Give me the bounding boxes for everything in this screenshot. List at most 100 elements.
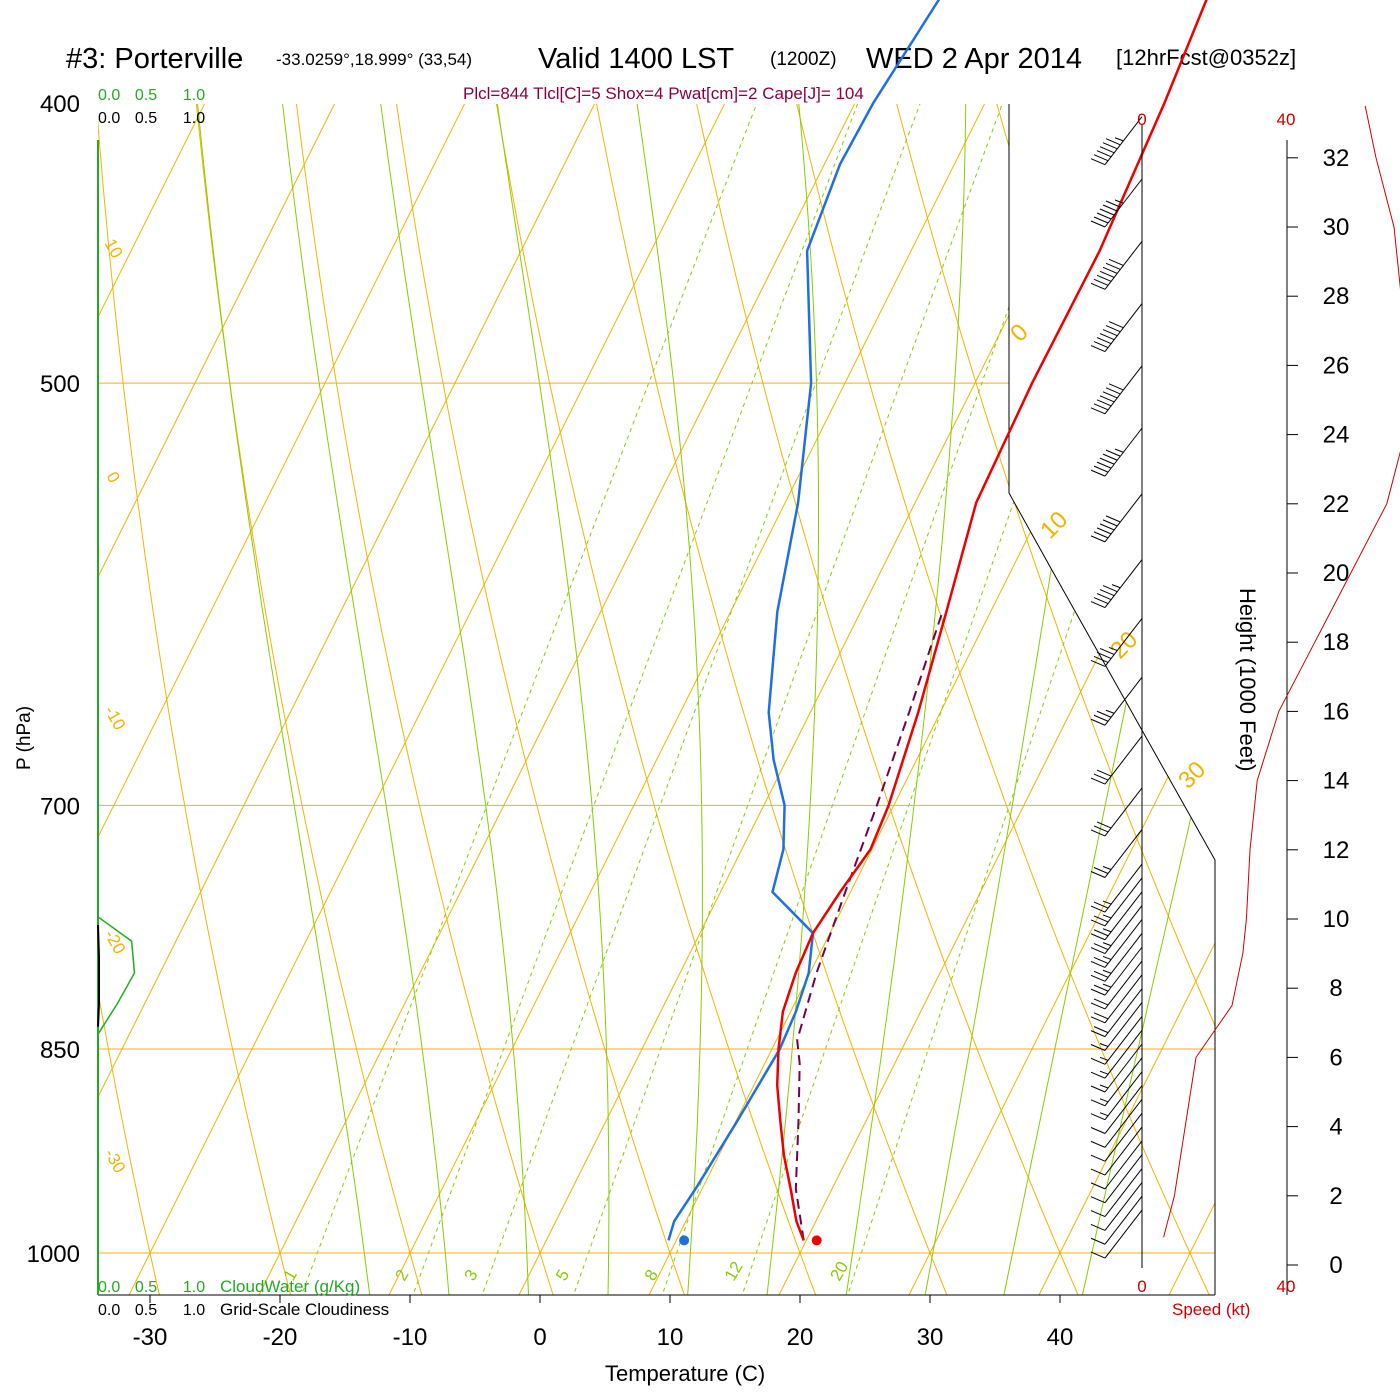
barb-staff xyxy=(1104,829,1143,878)
height-tick: 24 xyxy=(1323,422,1350,449)
barb-half-flag xyxy=(1102,969,1112,974)
mixing-ratio-line-5 xyxy=(566,104,1004,1295)
wind-barb xyxy=(1090,1209,1143,1259)
barb-half-flag xyxy=(1108,646,1118,651)
temperature-tick: 20 xyxy=(787,1324,814,1351)
barb-flag xyxy=(1093,341,1109,349)
moist-adiabat--4 xyxy=(234,104,452,1295)
wind-speed-profile xyxy=(1163,105,1400,1238)
barb-staff xyxy=(1104,1043,1143,1093)
mixing-ratio-line-20 xyxy=(840,104,1215,1295)
barb-staff xyxy=(1104,919,1143,968)
temperature-tick: -30 xyxy=(133,1324,168,1351)
barb-flag xyxy=(1096,527,1112,535)
barb-flag xyxy=(1090,1002,1106,1010)
barb-flag xyxy=(1093,998,1109,1006)
wind-barb xyxy=(1090,1099,1143,1148)
parcel-line xyxy=(794,611,944,1241)
barb-flag xyxy=(1108,321,1124,329)
barb-half-flag xyxy=(1099,1098,1109,1103)
barb-flag xyxy=(1093,403,1109,411)
dry-adiabat-60 xyxy=(763,104,1215,1295)
barb-flag xyxy=(1090,1223,1106,1231)
barb-flag xyxy=(1090,960,1106,968)
wind-barb xyxy=(1090,1168,1143,1218)
mixing-ratio-label: 5 xyxy=(552,1266,573,1284)
wind-barb xyxy=(1090,960,1143,1010)
barb-staff xyxy=(1104,1085,1143,1134)
isotherm--60 xyxy=(98,104,335,1295)
isotherm--50 xyxy=(98,104,465,1295)
cloud-tick: 1.0 xyxy=(183,87,205,104)
barb-staff xyxy=(1104,178,1143,228)
barb-half-flag xyxy=(1099,1043,1109,1047)
barb-flag xyxy=(1102,585,1118,593)
wind-barb xyxy=(1090,1154,1143,1204)
height-tick: 30 xyxy=(1323,214,1350,241)
wind-barb xyxy=(1090,365,1143,415)
wind-barb xyxy=(1090,919,1143,968)
barb-staff xyxy=(1104,1209,1143,1259)
cloud-tick: 1.0 xyxy=(183,1302,205,1319)
wind-barb xyxy=(1090,178,1143,228)
barb-staff xyxy=(1104,960,1143,1010)
barb-flag xyxy=(1090,1196,1106,1204)
wind-barb xyxy=(1090,1195,1143,1245)
barb-flag xyxy=(1093,867,1109,874)
barb-flag xyxy=(1099,647,1115,655)
temperature-tick: -10 xyxy=(393,1324,428,1351)
barb-flag xyxy=(1093,929,1109,937)
pressure-tick-labels: 2503004005007008501000 xyxy=(27,91,80,1268)
barb-staff xyxy=(1104,1195,1143,1245)
moist-adiabat-44 xyxy=(1074,104,1215,1295)
barb-flag xyxy=(1090,974,1106,982)
barb-flag xyxy=(1102,266,1118,274)
barb-flag xyxy=(1093,465,1109,473)
wind-barb xyxy=(1090,1182,1143,1231)
wind-barb xyxy=(1090,932,1143,982)
barb-flag xyxy=(1090,158,1106,166)
barb-staff xyxy=(1104,1057,1143,1107)
barb-flag xyxy=(1093,655,1109,663)
height-tick: 14 xyxy=(1323,768,1350,795)
pressure-tick: 700 xyxy=(40,793,80,820)
barb-flag xyxy=(1105,262,1121,270)
dry-adiabat-90 xyxy=(1022,104,1215,1295)
temperature-tick: 30 xyxy=(917,1324,944,1351)
dry-adiabat-label: 10 xyxy=(1035,506,1073,544)
barb-flag xyxy=(1096,821,1112,829)
barb-flag xyxy=(1090,1113,1106,1121)
barb-flag xyxy=(1090,1140,1106,1148)
wind-barb xyxy=(1090,116,1143,166)
wind-barb xyxy=(1090,946,1143,996)
barb-flag xyxy=(1096,710,1112,718)
dry-adiabat--40 xyxy=(0,0,34,1326)
cloud-tick: 0.0 xyxy=(98,87,120,104)
height-tick: 4 xyxy=(1329,1114,1342,1141)
wind-barb xyxy=(1090,905,1143,955)
moist-adiabat-8 xyxy=(423,104,610,1295)
barb-half-flag xyxy=(1114,448,1124,453)
barb-flag xyxy=(1105,449,1121,457)
mixing-ratio-line-8 xyxy=(655,104,1083,1295)
dewpoint-line xyxy=(667,0,941,1241)
isotherm--70 xyxy=(98,104,205,1295)
height-tick: 28 xyxy=(1323,283,1350,310)
isotherm--30 xyxy=(128,104,725,1295)
wind-barb xyxy=(1090,1002,1143,1051)
barb-flag xyxy=(1090,1251,1106,1259)
cloud-profiles xyxy=(97,916,136,1035)
moist-adiabat-14 xyxy=(551,104,703,1295)
barb-flag xyxy=(1090,1030,1106,1038)
wind-barb xyxy=(1090,1043,1143,1093)
barb-flag xyxy=(1090,1168,1106,1176)
mixing-ratio-label: 12 xyxy=(721,1258,747,1284)
surface-dewpoint-dot xyxy=(679,1235,690,1246)
temperature-line xyxy=(775,0,1208,1241)
barb-half-flag xyxy=(1099,1112,1109,1117)
wind-barb xyxy=(1090,1029,1143,1079)
height-tick: 18 xyxy=(1323,629,1350,656)
barb-flag xyxy=(1093,984,1109,992)
